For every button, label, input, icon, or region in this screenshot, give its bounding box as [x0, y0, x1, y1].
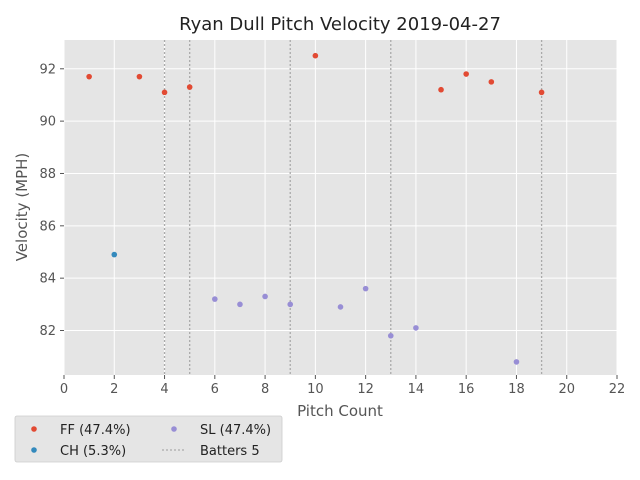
y-tick-label: 88: [39, 167, 56, 182]
data-point: [337, 304, 344, 310]
legend-marker: [31, 447, 37, 453]
data-point: [136, 73, 143, 80]
data-point: [212, 296, 218, 302]
x-tick-label: 20: [558, 382, 575, 397]
legend-label: SL (47.4%): [200, 423, 271, 438]
y-tick-label: 84: [39, 272, 56, 287]
x-tick-label: 14: [408, 382, 425, 397]
x-tick-label: 4: [160, 382, 168, 397]
data-point: [463, 71, 469, 77]
x-tick-label: 22: [609, 382, 626, 397]
x-tick-label: 16: [458, 382, 475, 397]
legend-marker: [31, 426, 37, 432]
x-tick-label: 18: [508, 382, 525, 397]
y-tick-label: 92: [39, 62, 56, 77]
legend: FF (47.4%) SL (47.4%) CH (5.3%) Batters 5: [14, 415, 283, 463]
y-axis-ticks: 82 84 86 88 90 92: [39, 62, 64, 339]
data-point: [387, 332, 394, 339]
x-tick-label: 12: [357, 382, 374, 397]
data-point: [362, 285, 369, 292]
x-axis-label: Pitch Count: [297, 402, 383, 420]
y-tick-label: 86: [39, 219, 56, 234]
y-tick-label: 82: [39, 324, 56, 339]
legend-label: Batters 5: [200, 444, 260, 459]
chart-title: Ryan Dull Pitch Velocity 2019-04-27: [179, 14, 501, 35]
data-points: [86, 52, 545, 365]
data-point: [237, 301, 243, 308]
legend-label: FF (47.4%): [60, 423, 131, 438]
data-point: [413, 325, 419, 331]
legend-marker: [171, 426, 177, 432]
legend-label: CH (5.3%): [60, 444, 126, 459]
grid-lines: [63, 40, 618, 375]
data-point: [488, 79, 495, 85]
data-point: [186, 84, 193, 90]
data-point: [262, 293, 268, 300]
x-tick-label: 8: [261, 382, 269, 397]
legend-box: [14, 415, 283, 463]
data-point: [86, 73, 92, 80]
data-point: [312, 52, 319, 59]
data-point: [161, 89, 168, 96]
plot-background: [64, 40, 617, 375]
data-point: [513, 359, 520, 365]
y-tick-label: 90: [39, 115, 56, 130]
x-tick-label: 10: [307, 382, 324, 397]
x-tick-label: 2: [110, 382, 118, 397]
x-axis-ticks: 0 2 4 6 8 10 12 14 16 18 20 22: [60, 375, 625, 397]
x-tick-label: 0: [60, 382, 68, 397]
x-tick-label: 6: [211, 382, 219, 397]
data-point: [287, 301, 294, 308]
y-axis-label: Velocity (MPH): [13, 153, 31, 262]
data-point: [111, 251, 118, 258]
data-point: [538, 89, 545, 96]
data-point: [438, 86, 444, 93]
